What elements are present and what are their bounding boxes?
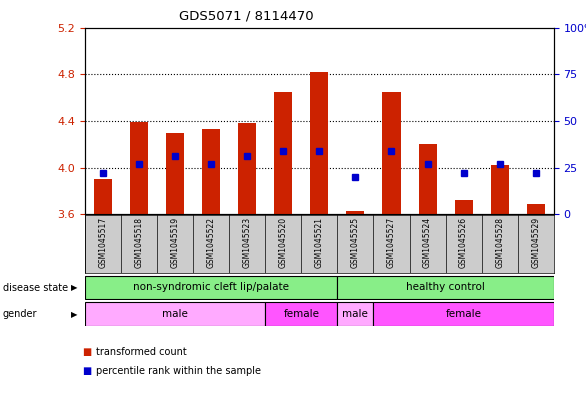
Text: percentile rank within the sample: percentile rank within the sample [96, 366, 261, 376]
Bar [239, 123, 256, 214]
Text: male: male [162, 309, 188, 319]
Bar [527, 204, 545, 214]
Text: ■: ■ [82, 366, 91, 376]
Text: GSM1045520: GSM1045520 [279, 217, 288, 268]
Bar [418, 144, 437, 214]
Text: disease state: disease state [3, 283, 68, 293]
Bar [265, 302, 338, 326]
Text: ▶: ▶ [71, 283, 78, 292]
Text: female: female [445, 309, 482, 319]
Bar [202, 129, 220, 214]
Text: GSM1045527: GSM1045527 [387, 217, 396, 268]
Text: ■: ■ [82, 347, 91, 357]
Bar [455, 200, 473, 214]
Text: GDS5071 / 8114470: GDS5071 / 8114470 [179, 10, 314, 23]
Text: GSM1045517: GSM1045517 [98, 217, 107, 268]
Text: male: male [342, 309, 369, 319]
Bar [373, 302, 554, 326]
Text: GSM1045528: GSM1045528 [495, 217, 504, 268]
Text: female: female [284, 309, 319, 319]
Bar [166, 132, 184, 214]
Text: GSM1045521: GSM1045521 [315, 217, 324, 268]
Text: GSM1045519: GSM1045519 [171, 217, 180, 268]
Bar [85, 275, 338, 299]
Bar [346, 211, 364, 214]
Bar [85, 302, 265, 326]
Text: gender: gender [3, 309, 38, 320]
Bar [338, 275, 554, 299]
Text: ▶: ▶ [71, 310, 78, 319]
Text: healthy control: healthy control [406, 283, 485, 292]
Bar [274, 92, 292, 214]
Bar [130, 122, 148, 214]
Bar [383, 92, 400, 214]
Text: GSM1045523: GSM1045523 [243, 217, 252, 268]
Text: GSM1045525: GSM1045525 [351, 217, 360, 268]
Bar [311, 72, 328, 214]
Text: transformed count: transformed count [96, 347, 186, 357]
Text: non-syndromic cleft lip/palate: non-syndromic cleft lip/palate [133, 283, 289, 292]
Text: GSM1045522: GSM1045522 [207, 217, 216, 268]
Text: GSM1045524: GSM1045524 [423, 217, 432, 268]
Bar [94, 179, 112, 214]
Bar [490, 165, 509, 214]
Bar [338, 302, 373, 326]
Text: GSM1045526: GSM1045526 [459, 217, 468, 268]
Text: GSM1045529: GSM1045529 [532, 217, 540, 268]
Text: GSM1045518: GSM1045518 [135, 217, 144, 268]
